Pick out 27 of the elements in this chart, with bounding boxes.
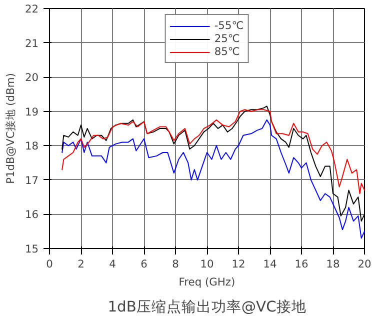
line-series (62, 119, 364, 239)
x-tick-label: 6 (140, 258, 148, 270)
y-tick-label: 16 (24, 208, 39, 222)
x-tick-label: 8 (172, 258, 180, 270)
y-tick-label: 22 (24, 2, 39, 16)
y-tick-label: 20 (24, 71, 39, 84)
legend-label: -55℃ (214, 19, 244, 32)
y-tick-label: 19 (24, 105, 39, 118)
x-axis-title: Freq (GHz) (178, 276, 236, 288)
y-tick-label: 21 (24, 36, 39, 50)
text: 1dB压缩点输出功率@VC接地 (108, 298, 306, 316)
y-tick-label: 18 (24, 140, 39, 153)
x-tick-label: 14 (263, 258, 277, 270)
x-tick-label: 10 (200, 258, 214, 270)
x-tick-label: 20 (358, 258, 372, 270)
legend-label: 25℃ (214, 32, 240, 45)
y-axis-title: P1dB@VC接地 (dBm) (4, 73, 17, 184)
legend-label: 85℃ (214, 45, 240, 58)
x-tick-label: 18 (326, 258, 340, 270)
y-tick-label: 17 (24, 174, 39, 187)
y-tick-label: 15 (24, 242, 39, 256)
line-series (62, 109, 364, 194)
x-tick-label: 0 (46, 258, 54, 270)
x-tick-label: 16 (294, 258, 308, 270)
x-tick-label: 2 (78, 258, 84, 270)
x-tick-label: 12 (232, 258, 246, 270)
x-tick-label: 4 (109, 258, 116, 270)
